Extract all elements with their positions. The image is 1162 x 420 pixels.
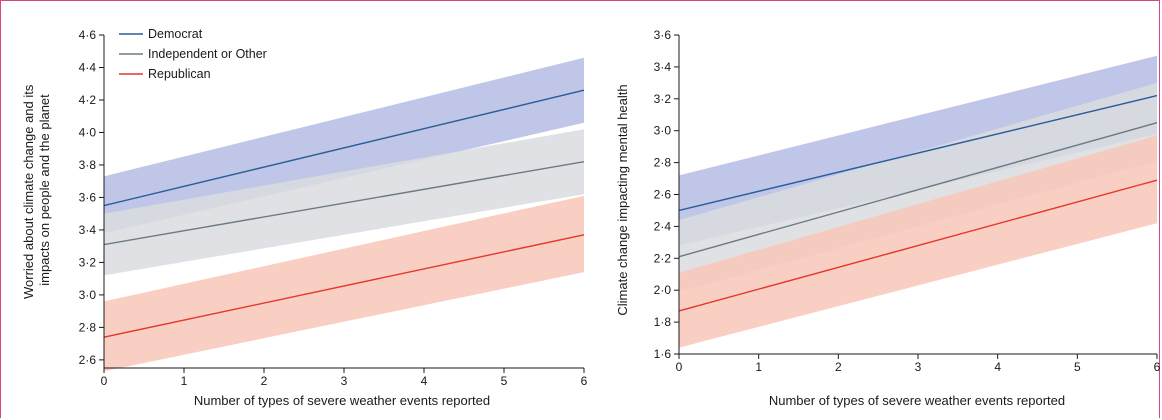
left-x-tick-label: 4 <box>421 374 428 388</box>
left-y-tick-label: 3·8 <box>79 158 97 172</box>
right-line-independent <box>678 122 1158 258</box>
left-y-tick-label: 4·6 <box>79 28 97 42</box>
legend-item-independent: Independent or Other <box>119 47 267 61</box>
left-y-tick-label: 2·6 <box>79 353 97 367</box>
right-y-tick-label: 3·2 <box>654 92 672 106</box>
right-y-tick-label: 1·6 <box>654 347 672 361</box>
right-x-tick-label: 5 <box>1074 360 1081 374</box>
left-y-tick-label: 2·8 <box>79 320 97 334</box>
right-x-tick-label: 2 <box>835 360 842 374</box>
legend-item-republican: Republican <box>119 67 211 81</box>
right-band-republican <box>679 135 1157 348</box>
left-x-tick-label: 5 <box>501 374 508 388</box>
right-x-axis-title: Number of types of severe weather events… <box>769 393 1065 408</box>
right-line-democrat <box>678 94 1158 212</box>
legend-label-independent: Independent or Other <box>148 47 267 61</box>
right-x-ticks: 0 1 2 3 4 5 6 <box>676 354 1161 374</box>
right-y-tick-label: 2·8 <box>654 156 672 170</box>
left-y-tick-label: 4·0 <box>79 125 97 139</box>
left-y-axis-title-line-2: impacts on people and the planet <box>37 94 52 286</box>
left-band-republican <box>104 195 584 372</box>
left-y-tick-label: 3·4 <box>79 223 97 237</box>
left-y-tick-label: 3·6 <box>79 190 97 204</box>
legend-label-republican: Republican <box>148 67 211 81</box>
left-series-lines <box>103 89 585 338</box>
right-x-tick-label: 6 <box>1154 360 1161 374</box>
legend: Democrat Independent or Other Republican <box>119 27 267 81</box>
left-y-tick-label: 4·4 <box>79 60 97 74</box>
left-y-tick-label: 3·2 <box>79 255 97 269</box>
left-x-tick-label: 2 <box>261 374 268 388</box>
left-band-independent <box>104 129 584 276</box>
left-y-ticks: 2·6 2·8 3·0 3·2 3·4 3·6 3·8 4·0 4·2 4·4 4·6 <box>79 28 104 367</box>
right-y-tick-label: 2·0 <box>654 283 672 297</box>
left-y-axis-title: Worried about climate change and its imp… <box>21 81 52 299</box>
left-line-independent <box>103 161 585 246</box>
right-y-tick-label: 2·2 <box>654 251 672 265</box>
left-line-democrat <box>103 89 585 207</box>
right-y-tick-label: 2·4 <box>654 219 672 233</box>
right-x-tick-label: 1 <box>755 360 762 374</box>
right-confidence-bands <box>679 55 1157 348</box>
right-x-tick-label: 0 <box>676 360 683 374</box>
right-y-tick-label: 2·6 <box>654 188 672 202</box>
legend-item-democrat: Democrat <box>119 27 203 41</box>
left-x-ticks: 0 1 2 3 4 5 6 <box>101 368 588 388</box>
left-chart: 2·6 2·8 3·0 3·2 3·4 3·6 3·8 4·0 4·2 4·4 4·6 0 1 2 3 4 5… <box>21 27 588 408</box>
right-x-tick-label: 4 <box>994 360 1001 374</box>
right-y-axis-title: Climate change impacting mental health <box>615 84 630 315</box>
right-y-tick-label: 3·4 <box>654 60 672 74</box>
left-confidence-bands <box>104 57 584 372</box>
left-y-axis-title-line-1: Worried about climate change and its <box>21 84 36 299</box>
left-y-tick-label: 4·2 <box>79 93 97 107</box>
left-band-democrat <box>104 57 584 234</box>
left-y-tick-label: 3·0 <box>79 288 97 302</box>
left-x-tick-label: 3 <box>341 374 348 388</box>
left-line-republican <box>103 234 585 338</box>
right-y-tick-label: 3·0 <box>654 124 672 138</box>
right-y-tick-label: 1·8 <box>654 315 672 329</box>
right-x-tick-label: 3 <box>915 360 922 374</box>
right-y-ticks: 1·6 1·8 2·0 2·2 2·4 2·6 2·8 3·0 3·2 3·4 3·6 <box>654 28 679 361</box>
left-x-tick-label: 0 <box>101 374 108 388</box>
left-x-axis-title: Number of types of severe weather events… <box>194 393 490 408</box>
legend-label-democrat: Democrat <box>148 27 203 41</box>
right-line-republican <box>678 179 1158 312</box>
right-y-tick-label: 3·6 <box>654 28 672 42</box>
right-chart: 1·6 1·8 2·0 2·2 2·4 2·6 2·8 3·0 3·2 3·4 3·6 0 1 2 3 4 5… <box>615 28 1161 408</box>
left-x-tick-label: 1 <box>181 374 188 388</box>
right-series-lines <box>678 94 1158 312</box>
left-x-tick-label: 6 <box>581 374 588 388</box>
